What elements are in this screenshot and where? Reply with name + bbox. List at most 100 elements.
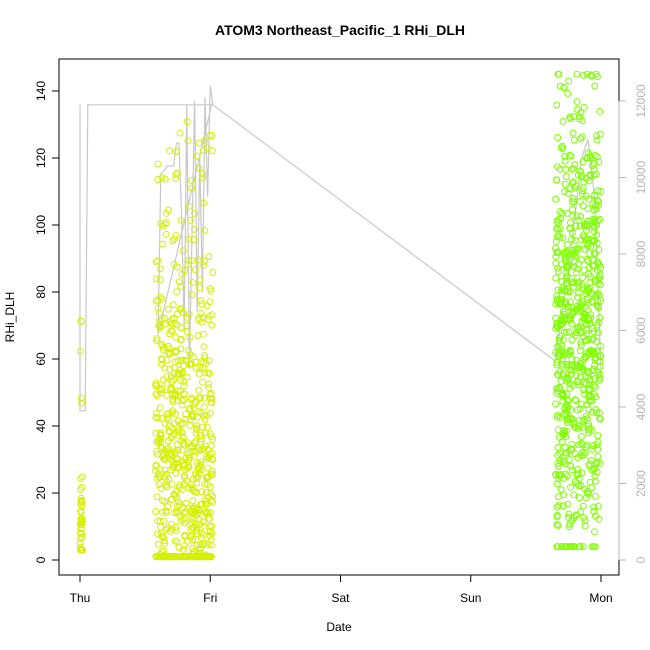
data-point xyxy=(181,553,189,561)
data-point xyxy=(591,528,598,536)
data-point xyxy=(180,480,188,488)
data-point xyxy=(190,209,198,217)
data-point xyxy=(568,543,576,551)
data-point xyxy=(185,484,193,492)
data-point xyxy=(568,206,576,213)
data-point xyxy=(153,392,161,400)
data-point xyxy=(594,276,602,284)
data-point xyxy=(596,414,604,422)
data-point xyxy=(564,303,572,311)
data-point xyxy=(566,384,574,392)
data-point xyxy=(185,347,193,354)
data-point xyxy=(590,381,598,389)
data-point xyxy=(208,498,216,506)
data-point xyxy=(583,222,591,230)
data-point xyxy=(166,553,174,561)
data-point xyxy=(177,335,185,343)
data-point xyxy=(187,507,195,515)
data-point xyxy=(163,410,171,418)
data-point xyxy=(577,359,585,367)
data-point xyxy=(568,319,575,327)
data-point xyxy=(199,170,207,177)
data-point xyxy=(199,364,207,372)
data-point xyxy=(594,432,602,440)
data-point xyxy=(193,509,201,517)
data-point xyxy=(156,276,164,284)
data-point xyxy=(557,144,565,152)
data-point xyxy=(206,532,214,540)
data-point xyxy=(78,498,86,506)
data-point xyxy=(190,439,198,447)
data-point xyxy=(577,482,585,489)
data-point xyxy=(573,70,581,78)
data-point xyxy=(592,405,600,413)
data-point xyxy=(152,379,160,387)
data-point xyxy=(190,452,198,460)
data-point xyxy=(185,454,193,462)
data-point xyxy=(591,237,599,245)
data-point xyxy=(585,336,593,344)
data-point xyxy=(586,250,594,258)
data-point xyxy=(174,509,182,517)
data-point xyxy=(205,553,213,561)
data-point xyxy=(171,319,179,327)
data-point xyxy=(563,500,571,508)
y-axis-right: 0 2000 4000 6000 8000 10000 12000 xyxy=(618,84,648,563)
data-point xyxy=(178,397,186,405)
data-point xyxy=(170,369,178,377)
data-point xyxy=(158,355,166,363)
altitude-line xyxy=(79,85,602,412)
data-point xyxy=(567,462,575,470)
data-point xyxy=(568,336,576,344)
data-point xyxy=(569,129,577,137)
data-point xyxy=(554,233,561,241)
data-point xyxy=(595,318,603,326)
data-point xyxy=(76,539,84,547)
data-point xyxy=(591,375,599,383)
data-point xyxy=(563,416,571,424)
data-point xyxy=(575,416,583,424)
data-point xyxy=(195,465,203,473)
data-point xyxy=(569,178,577,186)
data-point xyxy=(78,533,86,541)
plot-frame xyxy=(58,58,620,576)
data-point xyxy=(566,185,574,193)
data-point xyxy=(578,187,586,195)
data-point xyxy=(571,237,579,244)
data-point xyxy=(159,508,167,516)
data-point xyxy=(171,358,179,366)
data-point xyxy=(168,378,176,386)
data-point xyxy=(198,488,206,496)
data-point xyxy=(565,415,573,423)
data-point xyxy=(166,527,174,535)
data-point xyxy=(561,157,569,165)
data-point xyxy=(565,523,573,531)
data-point xyxy=(565,328,573,336)
data-point xyxy=(574,466,582,473)
data-point xyxy=(174,424,181,432)
data-point xyxy=(204,369,212,377)
data-point xyxy=(593,221,601,229)
data-point xyxy=(198,300,206,308)
data-point xyxy=(159,553,167,561)
data-point xyxy=(593,132,600,140)
data-point xyxy=(77,317,85,325)
data-point xyxy=(568,441,576,448)
data-point xyxy=(577,135,585,143)
data-point xyxy=(159,376,167,384)
data-point xyxy=(587,346,594,354)
data-point xyxy=(554,462,562,470)
data-point xyxy=(194,464,202,472)
data-point xyxy=(200,553,208,561)
data-point xyxy=(597,342,604,350)
data-point xyxy=(203,508,211,516)
data-point xyxy=(157,432,165,440)
data-point xyxy=(580,333,588,341)
data-point xyxy=(585,270,593,278)
data-point xyxy=(581,337,589,345)
data-point xyxy=(206,409,214,417)
data-point xyxy=(577,508,585,516)
data-point xyxy=(188,518,196,526)
data-point xyxy=(201,480,209,488)
data-point xyxy=(569,194,577,202)
